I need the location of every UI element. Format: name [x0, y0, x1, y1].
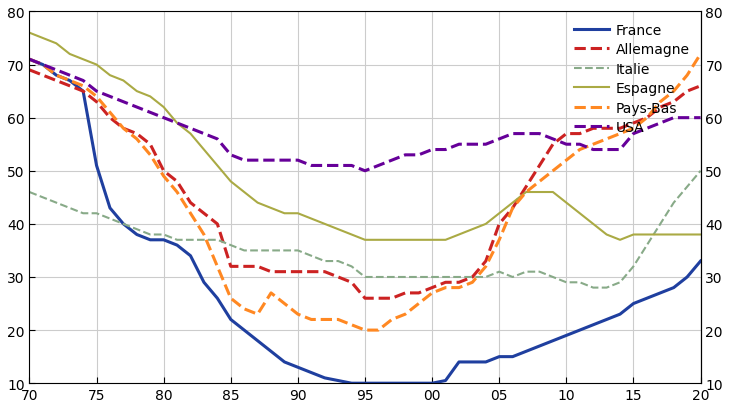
- France: [226, 317, 235, 322]
- Line: Italie: Italie: [29, 171, 701, 288]
- France: [683, 275, 691, 280]
- Allemagne: [696, 84, 705, 89]
- Allemagne: [683, 90, 691, 94]
- Espagne: [173, 121, 182, 126]
- USA: [240, 158, 249, 163]
- Pays-Bas: [361, 328, 369, 333]
- Espagne: [361, 238, 369, 243]
- USA: [226, 153, 235, 158]
- Pays-Bas: [683, 74, 691, 79]
- Allemagne: [522, 185, 531, 190]
- France: [696, 259, 705, 264]
- Allemagne: [173, 180, 182, 184]
- Espagne: [226, 180, 235, 184]
- USA: [361, 169, 369, 174]
- Espagne: [683, 232, 691, 237]
- Italie: [226, 243, 235, 248]
- Allemagne: [481, 259, 490, 264]
- USA: [522, 132, 531, 137]
- Line: France: France: [29, 60, 701, 383]
- Allemagne: [226, 264, 235, 269]
- Pays-Bas: [481, 264, 490, 269]
- Espagne: [25, 31, 34, 36]
- USA: [481, 142, 490, 147]
- Pays-Bas: [25, 58, 34, 63]
- France: [240, 328, 249, 333]
- Allemagne: [25, 68, 34, 73]
- Italie: [173, 238, 182, 243]
- Line: Allemagne: Allemagne: [29, 71, 701, 299]
- Italie: [508, 275, 517, 280]
- Allemagne: [361, 296, 369, 301]
- Pays-Bas: [240, 307, 249, 312]
- Italie: [696, 169, 705, 174]
- Line: USA: USA: [29, 60, 701, 171]
- Espagne: [240, 190, 249, 195]
- Italie: [589, 285, 598, 290]
- Line: Espagne: Espagne: [29, 34, 701, 240]
- Italie: [25, 190, 34, 195]
- France: [25, 58, 34, 63]
- Pays-Bas: [696, 52, 705, 57]
- Italie: [683, 185, 691, 190]
- France: [522, 349, 531, 354]
- USA: [683, 116, 691, 121]
- Pays-Bas: [226, 296, 235, 301]
- Line: Pays-Bas: Pays-Bas: [29, 55, 701, 330]
- France: [481, 360, 490, 364]
- Espagne: [522, 190, 531, 195]
- Pays-Bas: [522, 190, 531, 195]
- Italie: [240, 248, 249, 253]
- France: [347, 381, 356, 386]
- Italie: [468, 275, 477, 280]
- Pays-Bas: [173, 190, 182, 195]
- Espagne: [696, 232, 705, 237]
- USA: [25, 58, 34, 63]
- USA: [696, 116, 705, 121]
- France: [173, 243, 182, 248]
- Legend: France, Allemagne, Italie, Espagne, Pays-Bas, USA: France, Allemagne, Italie, Espagne, Pays…: [569, 19, 693, 139]
- USA: [173, 121, 182, 126]
- Allemagne: [240, 264, 249, 269]
- Espagne: [481, 222, 490, 227]
